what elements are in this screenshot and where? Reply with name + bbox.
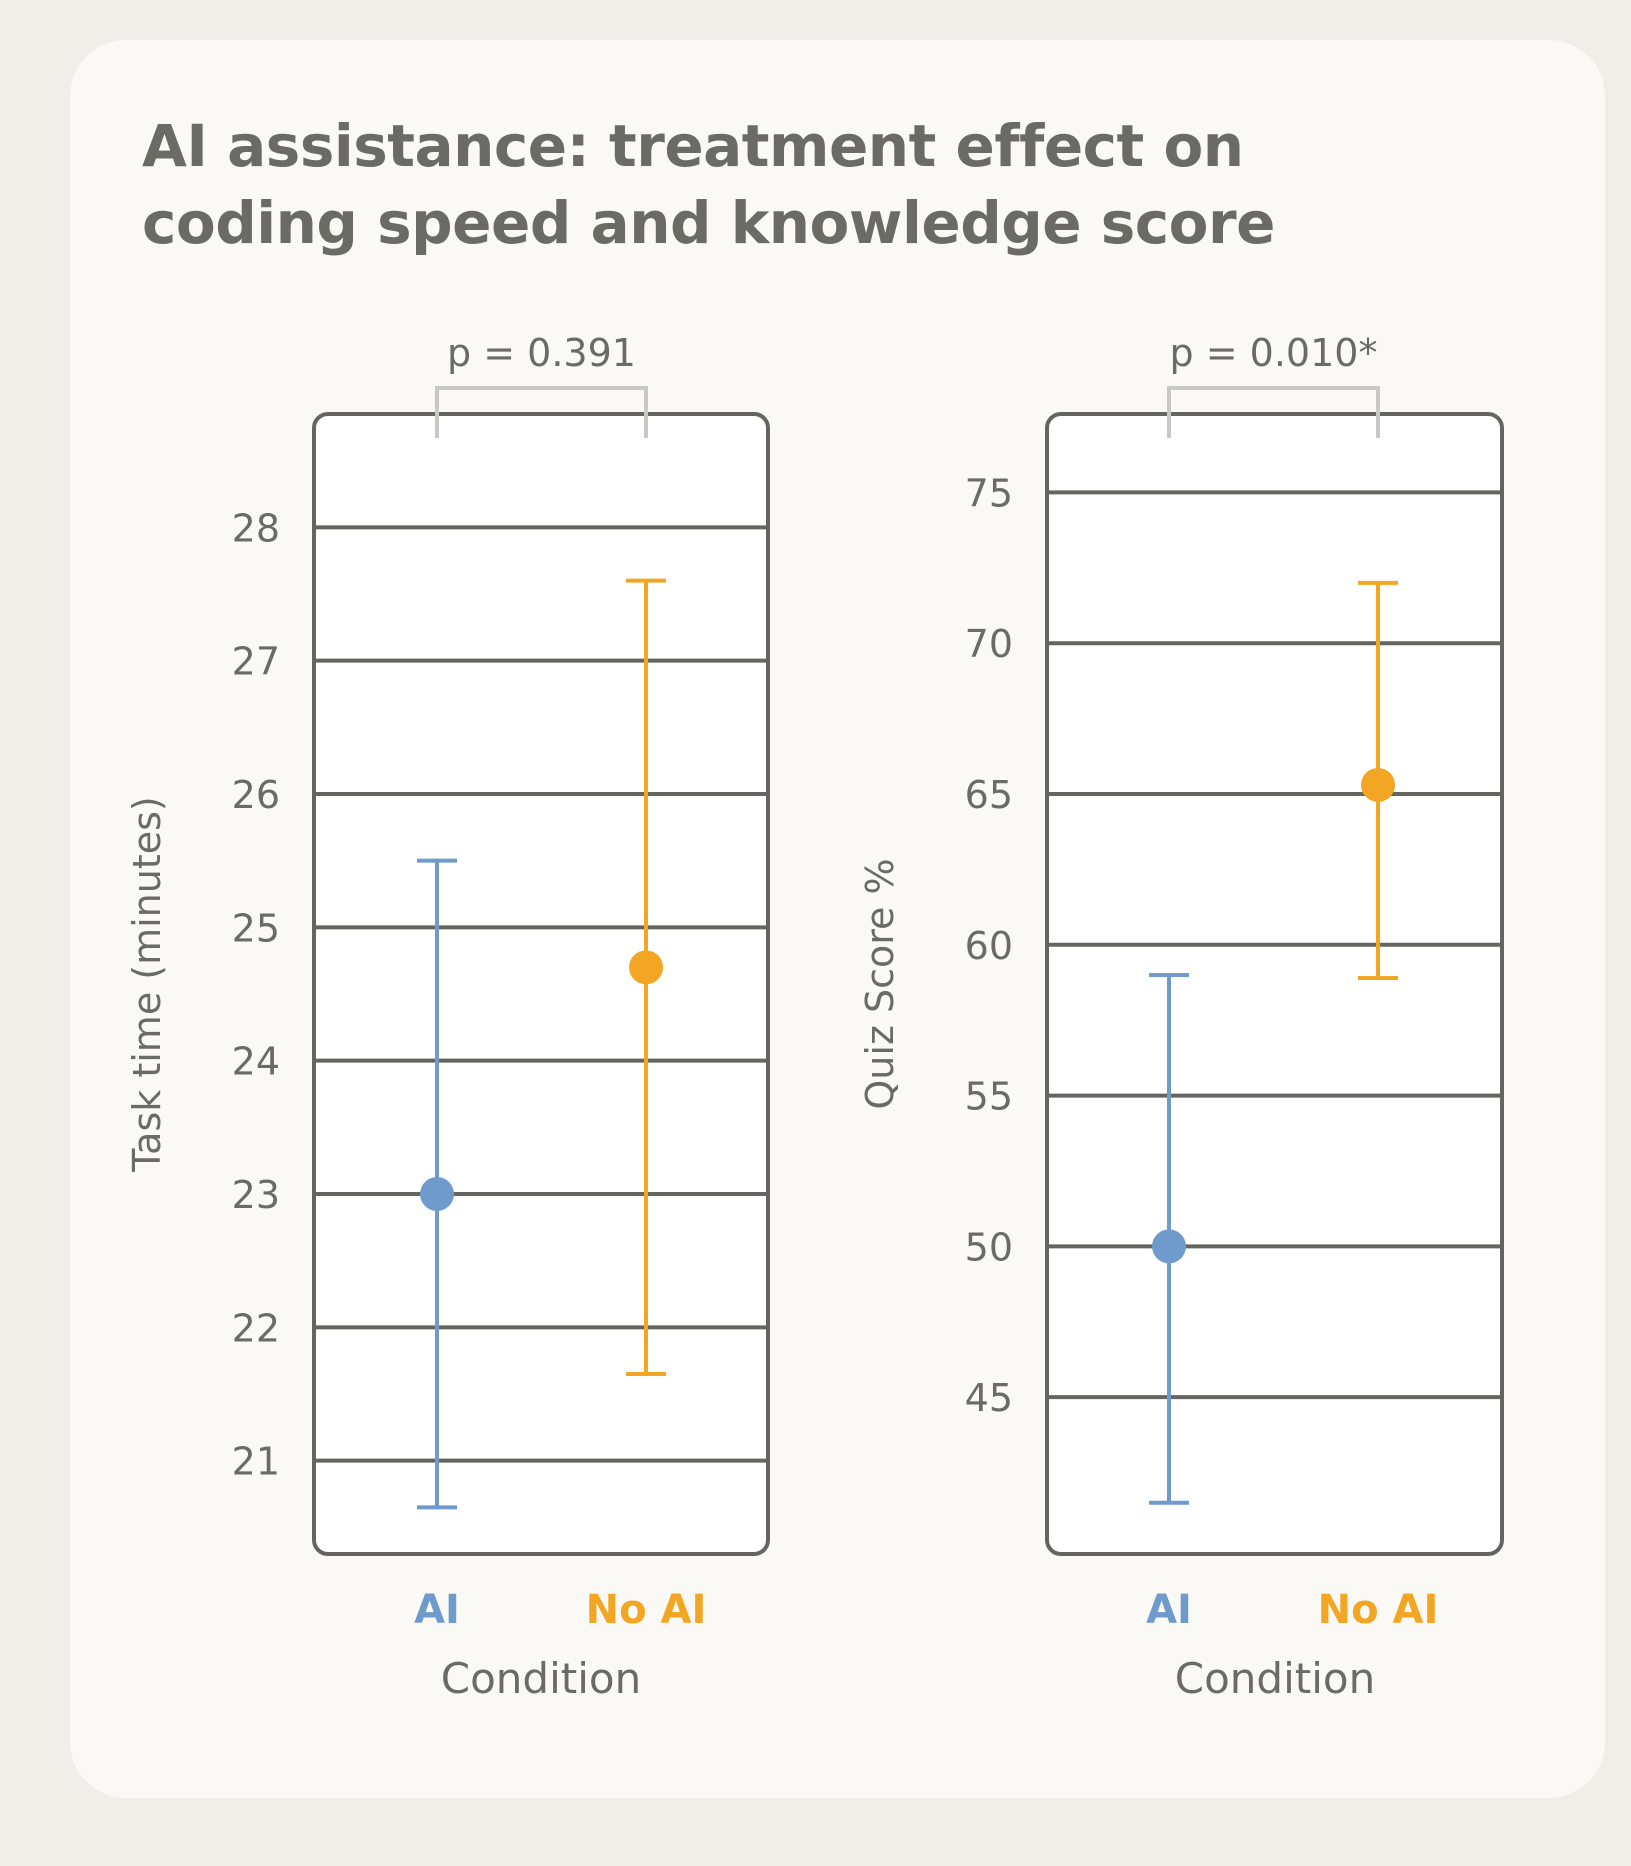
- panel-2-x-tick-ai: AI: [1146, 1587, 1192, 1633]
- panel-2-no-ai-point: [1361, 767, 1395, 802]
- panel-2-y-axis-label: Quiz Score %: [858, 858, 902, 1109]
- panel-2-y-tick-label: 55: [965, 1075, 1013, 1119]
- chart-title-line-1: AI assistance: treatment effect on: [142, 112, 1244, 180]
- chart-title: AI assistance: treatment effect on codin…: [142, 108, 1442, 262]
- panel-2-p-value: p = 0.010*: [1170, 331, 1378, 375]
- panel-1-y-tick-label: 27: [232, 640, 280, 684]
- panel-2-x-tick-no-ai: No AI: [1318, 1587, 1439, 1633]
- panel-1-x-tick-ai: AI: [414, 1587, 460, 1633]
- panel-2-y-tick-label: 75: [965, 471, 1013, 515]
- panel-2-y-tick-label: 70: [965, 622, 1013, 666]
- panel-2-y-tick-label: 65: [965, 773, 1013, 817]
- panel-2-y-tick-label: 50: [965, 1225, 1013, 1269]
- panel-1-x-axis-label: Condition: [441, 1654, 641, 1703]
- panel-1-y-axis-label: Task time (minutes): [125, 796, 169, 1173]
- panel-1-frame: [312, 412, 770, 1556]
- panel-1-significance-bracket: [435, 386, 648, 438]
- panel-2-x-axis-label: Condition: [1175, 1654, 1375, 1703]
- panel-1-x-tick-no-ai: No AI: [586, 1587, 707, 1633]
- panel-1-y-tick-label: 26: [232, 773, 280, 817]
- panel-1-y-tick-label: 23: [232, 1173, 280, 1217]
- panel-2-ai-point: [1152, 1229, 1186, 1264]
- panel-1-y-tick-label: 21: [232, 1440, 280, 1484]
- panel-1-y-tick-label: 24: [232, 1040, 280, 1084]
- panel-1-y-tick-label: 25: [232, 906, 280, 950]
- panel-1-y-tick-label: 28: [232, 506, 280, 550]
- panel-1-y-tick-label: 22: [232, 1306, 280, 1350]
- panel-1-p-value: p = 0.391: [447, 331, 636, 375]
- panel-1-no-ai-point: [629, 950, 663, 985]
- chart-title-line-2: coding speed and knowledge score: [142, 189, 1275, 257]
- panel-2-frame: [1045, 412, 1504, 1556]
- panel-2-y-tick-label: 60: [965, 924, 1013, 968]
- panel-2-y-tick-label: 45: [965, 1376, 1013, 1420]
- panel-2-significance-bracket: [1167, 386, 1380, 438]
- panel-1-ai-point: [420, 1177, 454, 1211]
